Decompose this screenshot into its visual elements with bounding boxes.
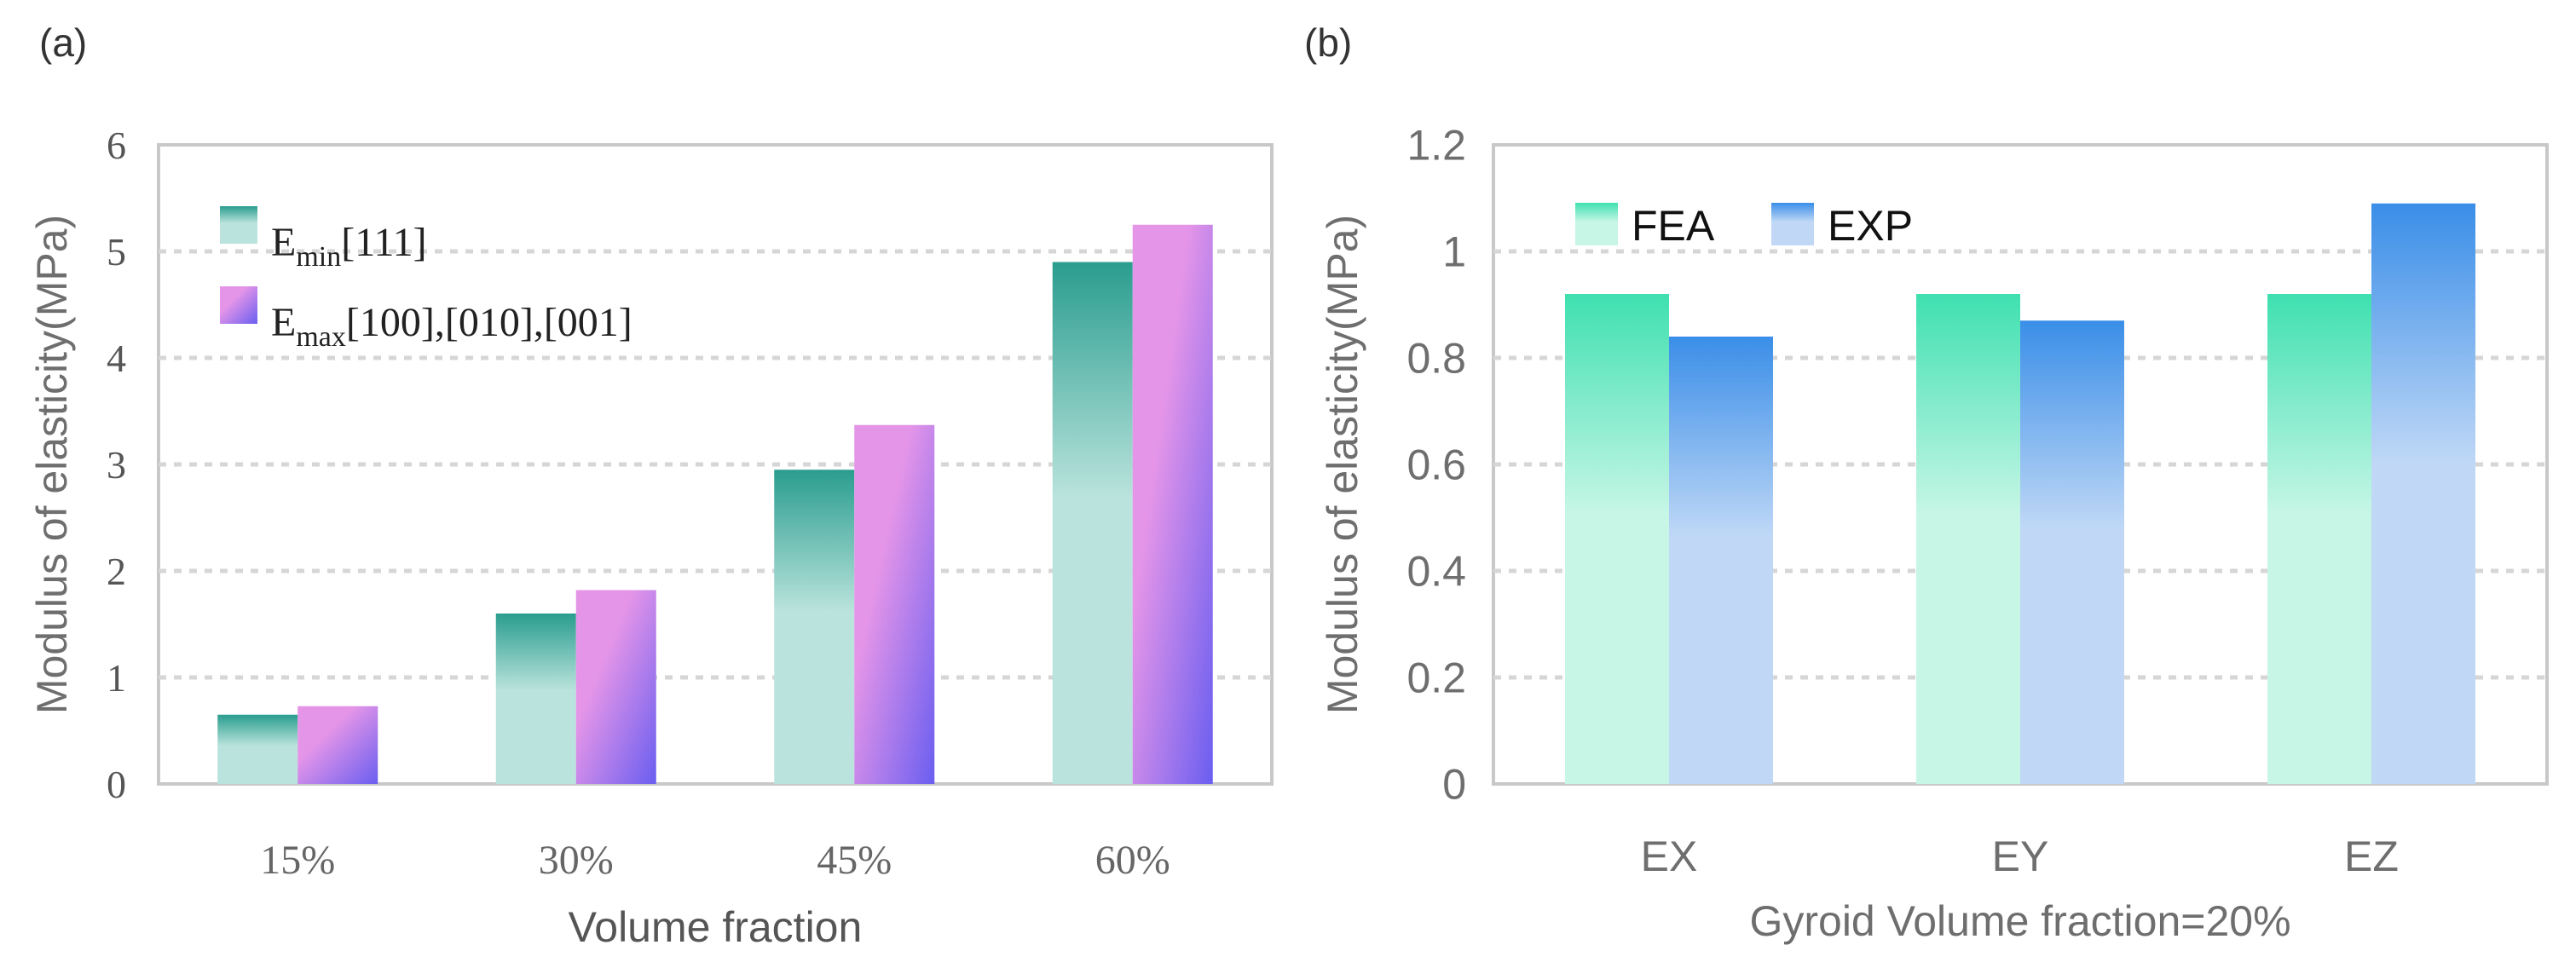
- legend-swatch-emax: [220, 286, 257, 324]
- x-tick-label: 60%: [1095, 838, 1170, 883]
- bar-exp-ey: [2020, 320, 2124, 784]
- y-tick-label: 1: [1442, 228, 1466, 276]
- legend-swatch-emin: [220, 206, 257, 244]
- bar-emax-100-010-001-60: [1132, 224, 1213, 784]
- y-tick-label: 5: [107, 230, 126, 274]
- bar-emin-111-30: [495, 614, 576, 784]
- panel-a-legend: Emin[111] Emax[100],[010],[001]: [220, 206, 632, 353]
- panel-a: (a) 0 1 2 3 4 5 6 15% 30% 45% 60% Modulus of elas…: [28, 20, 1274, 951]
- y-tick-label: 0.6: [1406, 441, 1466, 489]
- panel-b-y-tick-labels: 0 0.2 0.4 0.6 0.8 1 1.2: [1406, 122, 1466, 809]
- panel-b-bars: [1565, 203, 2475, 784]
- bar-emax-100-010-001-30: [575, 590, 656, 784]
- bar-emax-100-010-001-15: [297, 706, 378, 784]
- y-tick-label: 2: [107, 550, 126, 593]
- y-tick-label: 0.8: [1406, 335, 1466, 383]
- panel-a-y-axis-label: Modulus of elasticity(MPa): [28, 215, 76, 714]
- bar-exp-ex: [1669, 337, 1773, 784]
- y-tick-label: 0.4: [1406, 548, 1466, 596]
- panel-b-x-axis-label: Gyroid Volume fraction=20%: [1749, 897, 2290, 945]
- panel-a-y-tick-labels: 0 1 2 3 4 5 6: [107, 124, 126, 806]
- legend-label-emax: Emax[100],[010],[001]: [271, 300, 632, 353]
- panel-a-x-tick-labels: 15% 30% 45% 60%: [260, 838, 1170, 883]
- panel-b-label: (b): [1304, 20, 1352, 65]
- y-tick-label: 4: [107, 337, 126, 380]
- x-tick-label: EY: [1992, 833, 2049, 880]
- legend-label-fea: FEA: [1632, 202, 1715, 250]
- panel-b: (b) 0 0.2 0.4 0.6 0.8 1 1.2 EX EY EZ Modulus of …: [1304, 20, 2549, 945]
- bar-emin-111-15: [217, 714, 298, 784]
- legend-swatch-exp: [1771, 203, 1814, 245]
- panel-a-bars: [217, 224, 1213, 784]
- legend-swatch-fea: [1575, 203, 1618, 245]
- x-tick-label: 30%: [539, 838, 614, 883]
- panel-b-legend: FEA EXP: [1575, 202, 1913, 250]
- y-tick-label: 0.2: [1406, 654, 1466, 702]
- y-tick-label: 1.2: [1406, 122, 1466, 170]
- bar-exp-ez: [2371, 203, 2475, 784]
- panel-b-y-axis-label: Modulus of elasticity(MPa): [1319, 215, 1366, 714]
- bar-fea-ex: [1565, 294, 1669, 784]
- x-tick-label: 15%: [260, 838, 335, 883]
- bar-fea-ez: [2267, 294, 2371, 784]
- y-tick-label: 1: [107, 656, 126, 700]
- y-tick-label: 0: [1442, 761, 1466, 809]
- bar-emin-111-45: [774, 470, 855, 784]
- legend-label-emin: Emin[111]: [271, 220, 427, 273]
- bar-emin-111-60: [1052, 262, 1133, 784]
- panel-a-x-axis-label: Volume fraction: [569, 903, 863, 951]
- legend-label-exp: EXP: [1828, 202, 1913, 250]
- y-tick-label: 0: [107, 763, 126, 806]
- x-tick-label: EX: [1641, 833, 1698, 880]
- y-tick-label: 3: [107, 443, 126, 487]
- bar-emax-100-010-001-45: [854, 424, 935, 784]
- x-tick-label: EZ: [2344, 833, 2399, 880]
- panel-b-x-tick-labels: EX EY EZ: [1641, 833, 2399, 880]
- x-tick-label: 45%: [817, 838, 892, 883]
- y-tick-label: 6: [107, 124, 126, 167]
- panel-a-label: (a): [39, 20, 87, 65]
- bar-fea-ey: [1916, 294, 2020, 784]
